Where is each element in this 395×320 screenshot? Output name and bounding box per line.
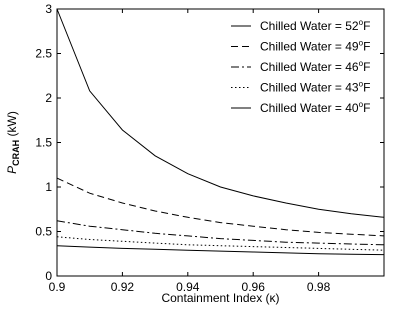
series-line-1 <box>56 177 385 237</box>
legend-label-1: Chilled Water = 49oF <box>260 39 370 54</box>
series-line-4 <box>56 245 385 256</box>
legend-unit: F <box>363 19 370 33</box>
y-tick-label: 1 <box>45 180 52 194</box>
y-tick-label: 2.5 <box>35 47 52 61</box>
legend-label-3: Chilled Water = 43oF <box>260 80 370 95</box>
y-tick-label: 3 <box>45 2 52 16</box>
x-tick-label: 0.96 <box>242 280 266 294</box>
legend-degree-sup: o <box>359 100 364 109</box>
legend-degree-sup: o <box>359 80 364 89</box>
series-line-2 <box>56 220 385 246</box>
x-tick-label: 0.98 <box>307 280 331 294</box>
legend-unit: F <box>363 60 370 74</box>
y-tick-label: 0.5 <box>35 225 52 239</box>
legend-name: Chilled Water = 46 <box>260 60 359 74</box>
y-axis-title-subscript: CRAH <box>11 140 21 166</box>
y-axis-title-unit: (kW) <box>5 111 19 140</box>
legend-unit: F <box>363 81 370 95</box>
y-tick-label: 0 <box>45 269 52 283</box>
legend-label-2: Chilled Water = 46oF <box>260 59 370 74</box>
legend-name: Chilled Water = 49 <box>260 40 359 54</box>
y-axis-title-main: P <box>5 166 19 174</box>
legend-unit: F <box>363 40 370 54</box>
legend-degree-sup: o <box>359 39 364 48</box>
legend-degree-sup: o <box>359 18 364 27</box>
y-tick-label: 1.5 <box>35 136 52 150</box>
series-layer <box>56 8 385 256</box>
legend-name: Chilled Water = 52 <box>260 19 359 33</box>
x-tick-label: 0.9 <box>49 280 66 294</box>
axis-ticks: 0.9 0.92 0.94 0.96 0.98 0 0.5 1 1.5 2 2.5 3 <box>35 2 384 294</box>
y-tick-label: 2 <box>45 91 52 105</box>
plot-area: 0.9 0.92 0.94 0.96 0.98 0 0.5 1 1.5 2 2.5 3 Chilled… <box>35 2 385 294</box>
legend-unit: F <box>363 101 370 115</box>
y-axis-title: PCRAH (kW) <box>5 111 21 174</box>
legend-name: Chilled Water = 43 <box>260 81 359 95</box>
legend-label-0: Chilled Water = 52oF <box>260 18 370 33</box>
x-tick-label: 0.92 <box>111 280 135 294</box>
series-line-3 <box>56 236 385 251</box>
series-line-0 <box>56 8 385 218</box>
legend-degree-sup: o <box>359 59 364 68</box>
legend-name: Chilled Water = 40 <box>260 101 359 115</box>
legend-label-4: Chilled Water = 40oF <box>260 100 370 115</box>
x-axis-title: Containment Index (κ) <box>161 291 279 305</box>
x-tick-label: 0.94 <box>176 280 200 294</box>
